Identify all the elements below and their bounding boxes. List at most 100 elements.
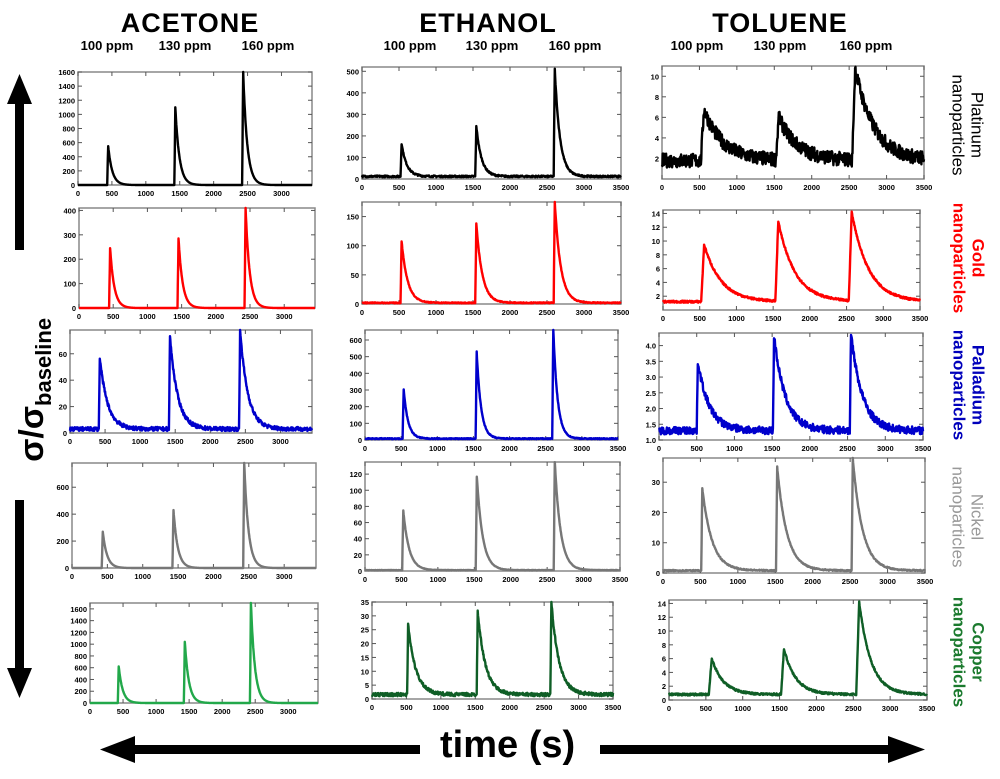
- column-title-toluene: TOLUENE: [712, 8, 848, 38]
- y-tick-label: 12: [652, 223, 660, 232]
- y-tick-label: 1400: [58, 82, 75, 91]
- column-title-acetone: ACETONE: [120, 8, 260, 38]
- x-tick-label: 500: [694, 577, 707, 586]
- y-tick-label: 0: [365, 695, 369, 704]
- x-tick-label: 0: [370, 703, 374, 712]
- y-tick-label: 4: [656, 278, 661, 287]
- ppm-label: 130 ppm: [158, 38, 212, 53]
- series-line: [361, 200, 622, 305]
- x-tick-label: 3000: [879, 577, 896, 586]
- ppm-label: 160 ppm: [241, 38, 295, 53]
- x-tick-label: 1500: [466, 575, 483, 584]
- x-tick-label: 2000: [803, 183, 820, 192]
- x-tick-label: 500: [393, 308, 406, 317]
- y-tick-label: 600: [349, 336, 362, 345]
- x-tick-label: 1500: [765, 314, 782, 323]
- y-tick-label: 30: [361, 612, 369, 621]
- y-tick-label: 0: [358, 436, 362, 445]
- y-tick-label: 0: [358, 567, 362, 576]
- y-tick-label: 500: [346, 67, 359, 76]
- x-tick-label: 3000: [570, 703, 587, 712]
- x-tick-label: 500: [101, 572, 114, 581]
- left-arrow-icon: [100, 736, 420, 763]
- row-label-text: Palladium nanoparticles: [949, 330, 987, 441]
- y-axis-label-sub: baseline: [30, 317, 56, 406]
- x-tick-label: 2500: [239, 189, 256, 198]
- plot-frame: [69, 329, 313, 434]
- row-label-text: Copper nanoparticles: [949, 596, 987, 707]
- y-tick-label: 100: [349, 419, 362, 428]
- x-tick-label: 1500: [170, 572, 187, 581]
- y-tick-label: 2.5: [646, 389, 656, 398]
- y-tick-label: 12: [658, 613, 666, 622]
- y-tick-label: 25: [361, 626, 369, 635]
- y-tick-label: 0: [72, 304, 76, 313]
- plot-acetone-nickel: 0 500 1000 1500 2000 2500 3000 0 200 400 600: [56, 461, 317, 581]
- plot-toluene-platinum: 0 500 1000 1500 2000 2500 3000 3500 2 4 6 8 10: [651, 65, 932, 192]
- y-tick-label: 14: [658, 599, 667, 608]
- y-tick-label: 20: [354, 551, 362, 560]
- plot-toluene-nickel: 0 500 1000 1500 2000 2500 3000 3500 0 10 20 30: [652, 456, 933, 586]
- y-tick-label: 1200: [58, 96, 75, 105]
- row-label-material: Palladium: [968, 344, 988, 426]
- ppm-label: 160 ppm: [548, 38, 602, 53]
- y-tick-label: 40: [354, 535, 362, 544]
- row-label-platinum: Platinum nanoparticles: [948, 65, 988, 185]
- x-tick-label: 3000: [877, 444, 894, 453]
- y-tick-label: 200: [56, 537, 69, 546]
- y-tick-label: 200: [74, 687, 87, 696]
- x-tick-label: 2500: [539, 183, 556, 192]
- y-tick-label: 1.0: [646, 436, 656, 445]
- y-tick-label: 2: [662, 682, 666, 691]
- x-tick-label: 3500: [612, 575, 629, 584]
- y-tick-label: 1600: [70, 605, 87, 614]
- x-tick-label: 1500: [465, 183, 482, 192]
- x-tick-label: 500: [395, 575, 408, 584]
- y-tick-label: 1000: [58, 110, 75, 119]
- row-label-nickel: Nickel nanoparticles: [948, 460, 988, 573]
- y-tick-label: 1400: [70, 617, 87, 626]
- y-tick-label: 6: [655, 113, 659, 122]
- series-line: [360, 67, 622, 179]
- x-tick-label: 1000: [139, 312, 156, 321]
- x-tick-label: 1000: [137, 189, 154, 198]
- row-label-text: Nickel nanoparticles: [949, 466, 987, 567]
- x-tick-label: 3500: [610, 444, 627, 453]
- x-tick-label: 1500: [173, 312, 190, 321]
- y-tick-label: 2: [656, 292, 660, 301]
- x-tick-label: 500: [395, 444, 408, 453]
- x-tick-label: 3000: [575, 575, 592, 584]
- y-tick-label: 0: [355, 300, 359, 309]
- plot-acetone-palladium: 0 500 1000 1500 2000 2500 3000 0 20 40 60: [59, 328, 314, 446]
- y-tick-label: 800: [74, 652, 87, 661]
- x-tick-label: 1500: [181, 707, 198, 716]
- y-tick-label: 100: [346, 242, 359, 251]
- x-tick-label: 2000: [205, 572, 222, 581]
- y-axis-label: σ/σbaseline: [13, 285, 57, 495]
- x-tick-label: 3500: [916, 183, 933, 192]
- row-label-gold: Gold nanoparticles: [948, 202, 988, 313]
- x-tick-label: 1500: [764, 444, 781, 453]
- y-tick-label: 600: [56, 483, 69, 492]
- y-tick-label: 6: [662, 655, 666, 664]
- y-tick-label: 0: [65, 564, 69, 573]
- ppm-label: 130 ppm: [465, 38, 519, 53]
- x-tick-label: 1000: [730, 577, 747, 586]
- x-tick-label: 2000: [804, 577, 821, 586]
- x-tick-label: 2000: [214, 707, 231, 716]
- x-tick-label: 0: [88, 707, 92, 716]
- x-tick-label: 3500: [912, 314, 929, 323]
- x-tick-label: 1000: [134, 572, 151, 581]
- y-tick-label: 400: [56, 510, 69, 519]
- plot-toluene-copper: 0 500 1000 1500 2000 2500 3000 3500 0 2 4 6 8 10 12 14: [658, 599, 935, 713]
- x-tick-label: 1500: [467, 703, 484, 712]
- y-tick-label: 4.0: [646, 342, 656, 351]
- x-tick-label: 1000: [428, 308, 445, 317]
- y-tick-label: 400: [346, 89, 359, 98]
- series-line: [364, 328, 619, 441]
- x-tick-label: 2500: [842, 577, 859, 586]
- x-tick-label: 2000: [802, 314, 819, 323]
- y-tick-label: 200: [349, 403, 362, 412]
- x-tick-label: 500: [99, 437, 112, 446]
- y-tick-label: 60: [59, 350, 67, 359]
